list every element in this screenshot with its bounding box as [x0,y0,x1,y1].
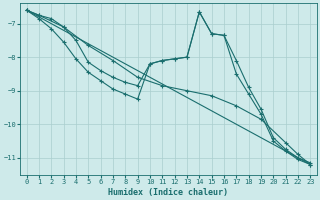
X-axis label: Humidex (Indice chaleur): Humidex (Indice chaleur) [108,188,228,197]
